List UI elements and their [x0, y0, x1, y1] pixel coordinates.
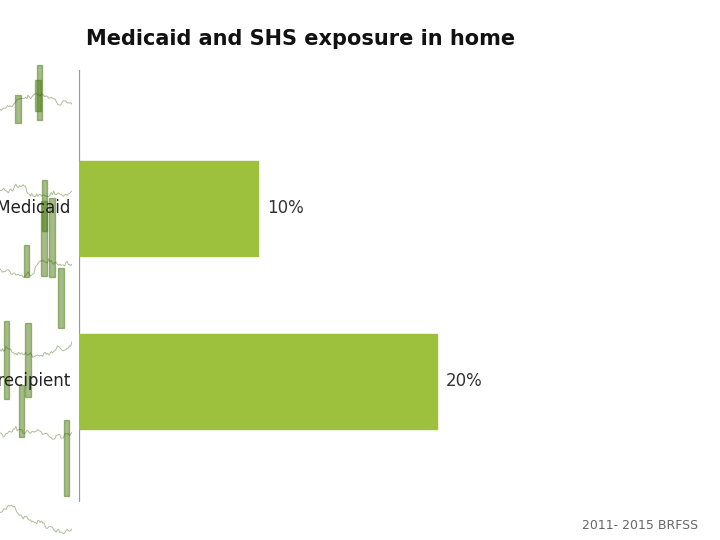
Text: 10%: 10%: [267, 199, 304, 218]
Text: 2011- 2015 BRFSS: 2011- 2015 BRFSS: [582, 519, 698, 532]
Text: Not on Medicaid: Not on Medicaid: [0, 199, 71, 218]
Bar: [41, 201, 47, 276]
Bar: [58, 268, 64, 328]
Bar: [37, 65, 42, 120]
Text: Medicaid and SHS exposure in home: Medicaid and SHS exposure in home: [86, 29, 516, 49]
Bar: [4, 321, 9, 399]
Text: 20%: 20%: [446, 372, 483, 390]
Bar: [35, 80, 40, 111]
Bar: [42, 180, 48, 231]
Bar: [15, 95, 21, 123]
Bar: [79, 334, 437, 429]
Bar: [49, 198, 55, 276]
Bar: [79, 161, 258, 256]
Bar: [63, 421, 69, 496]
Bar: [25, 323, 31, 397]
Bar: [24, 245, 30, 276]
Bar: [19, 385, 24, 437]
Text: Medicaid recipient: Medicaid recipient: [0, 372, 71, 390]
